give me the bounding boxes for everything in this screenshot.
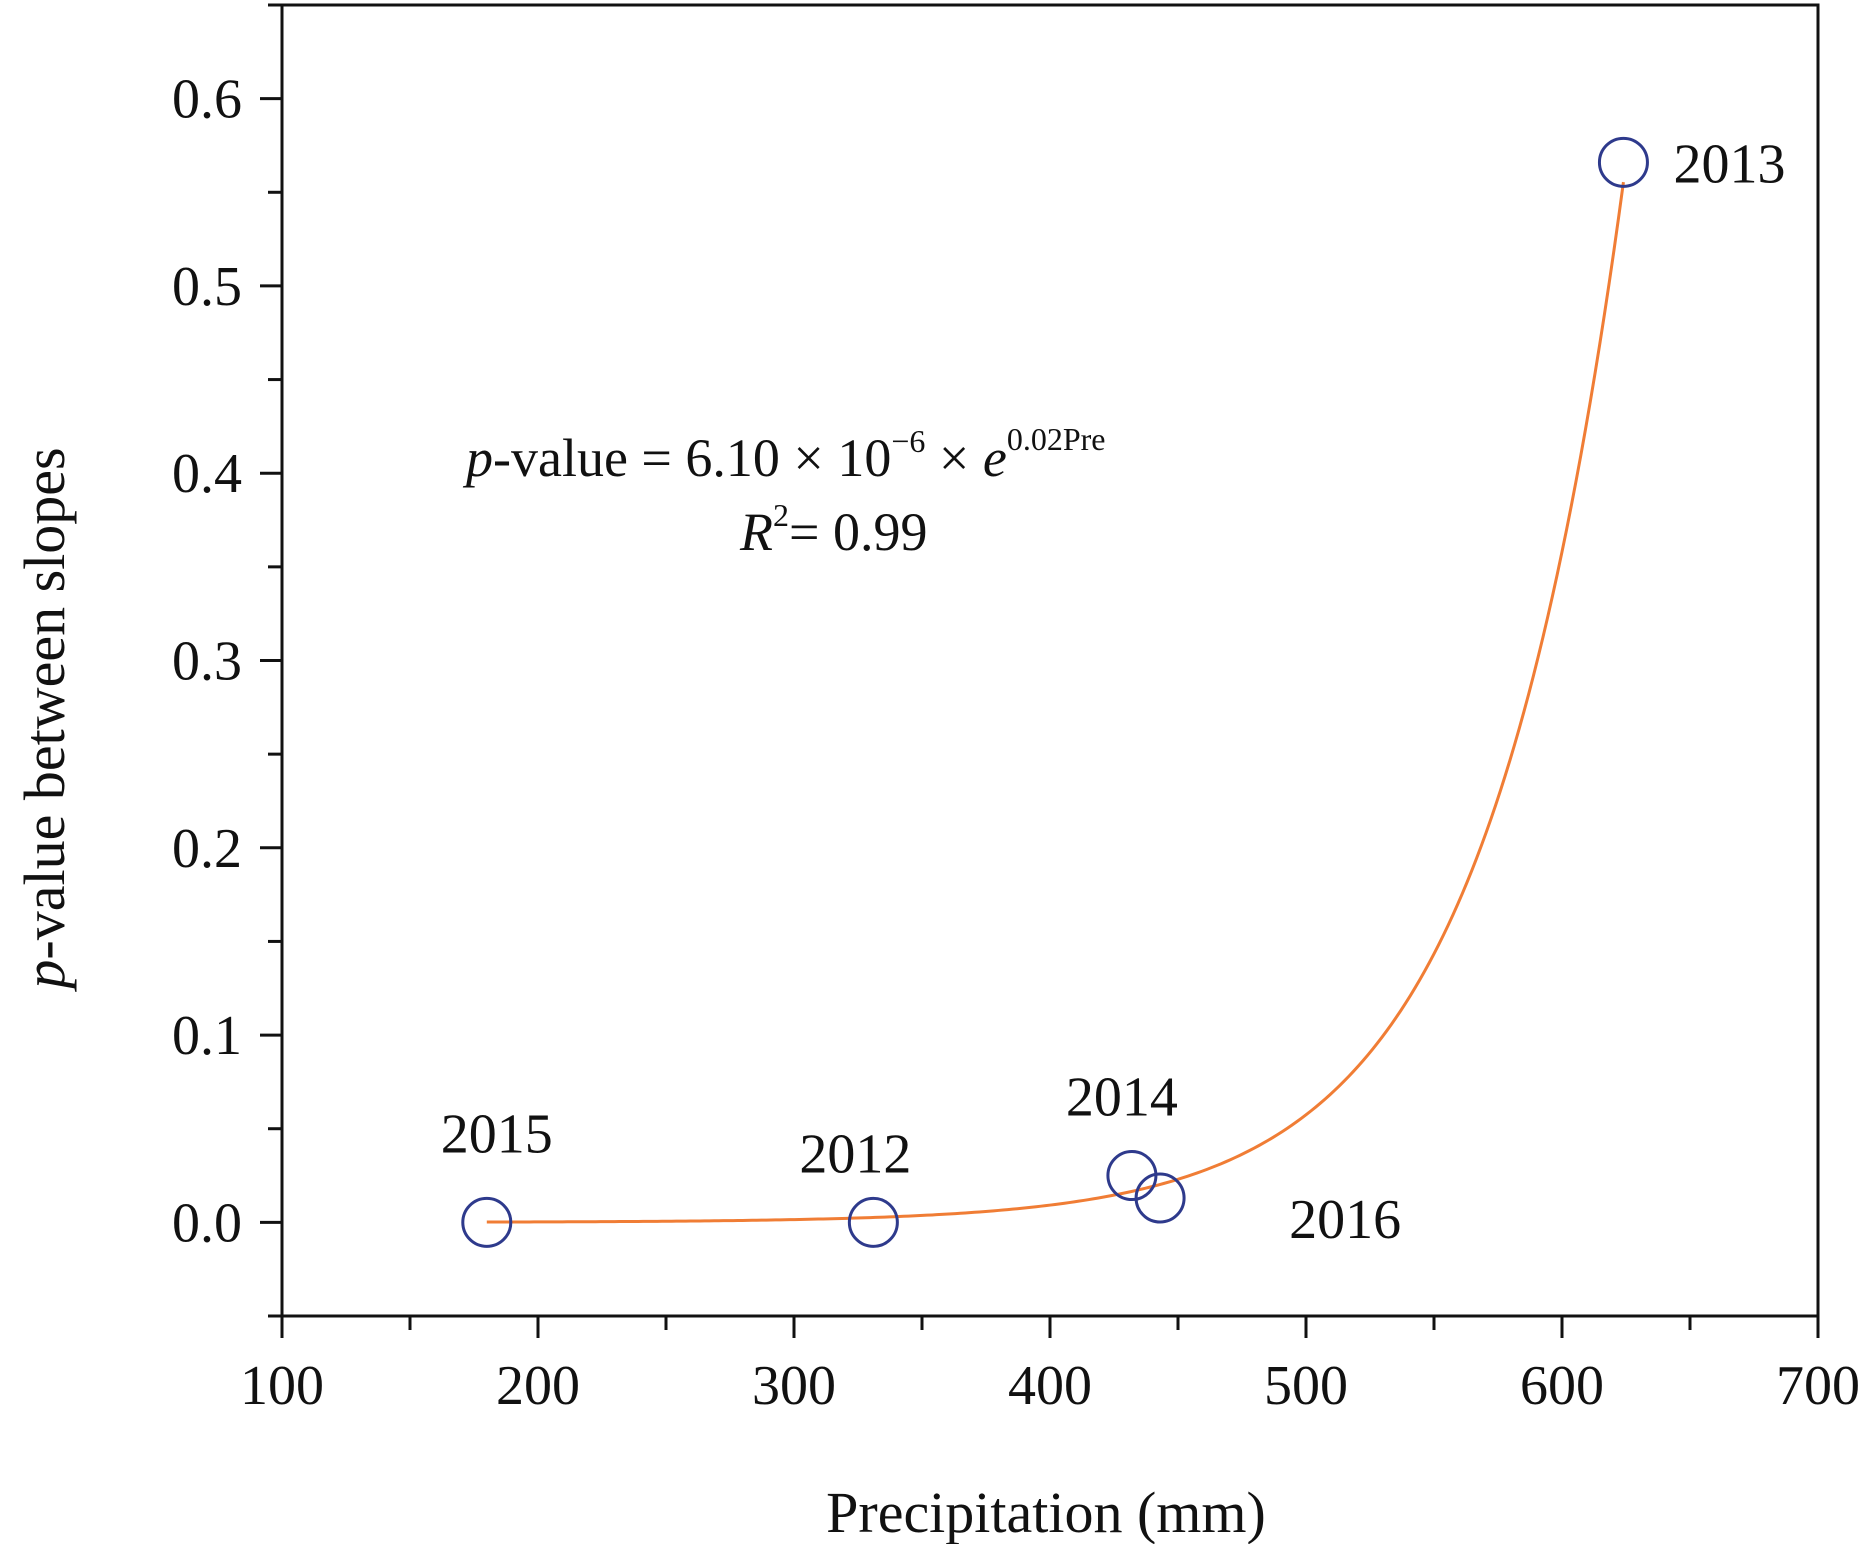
point-label-2013: 2013 bbox=[1673, 133, 1785, 195]
x-tick-label: 100 bbox=[240, 1355, 324, 1417]
x-tick-label: 700 bbox=[1776, 1355, 1860, 1417]
r-squared: R2= 0.99 bbox=[739, 497, 927, 562]
y-axis-ticks: 0.0 0.1 0.2 0.3 0.4 0.5 0.6 bbox=[172, 3, 282, 1318]
fit-curve bbox=[486, 181, 1625, 1224]
fit-equation-times: × bbox=[925, 428, 982, 488]
point-label-2015: 2015 bbox=[441, 1103, 553, 1165]
fit-equation-exponent: −6 bbox=[891, 423, 925, 459]
fit-equation-e: e bbox=[983, 428, 1007, 488]
fit-curve-layer bbox=[486, 181, 1625, 1224]
y-axis-title-rest: -value between slopes bbox=[12, 447, 77, 959]
fit-equation-main: -value = 6.10 × 10 bbox=[493, 428, 891, 488]
x-axis-title: Precipitation (mm) bbox=[826, 1480, 1266, 1544]
point-labels-layer: 2015 2012 2014 2016 2013 bbox=[441, 133, 1786, 1251]
point-label-2014: 2014 bbox=[1066, 1067, 1178, 1129]
x-axis-ticks: 100 200 300 400 500 600 700 bbox=[240, 1316, 1860, 1417]
x-tick-label: 600 bbox=[1520, 1355, 1604, 1417]
data-points-layer bbox=[461, 136, 1649, 1248]
r-squared-r: R bbox=[739, 502, 773, 562]
x-tick-label: 400 bbox=[1008, 1355, 1092, 1417]
fit-equation-e-exponent: 0.02Pre bbox=[1007, 421, 1106, 457]
fit-equation-p: p bbox=[462, 428, 493, 488]
y-tick-label: 0.4 bbox=[172, 443, 242, 505]
y-tick-label: 0.2 bbox=[172, 818, 242, 880]
data-point-2016 bbox=[1134, 1172, 1186, 1224]
fit-equation: p-value = 6.10 × 10−6 × e0.02Pre bbox=[462, 421, 1105, 488]
y-axis-title: p-value between slopes bbox=[12, 447, 77, 992]
point-label-2012: 2012 bbox=[799, 1123, 911, 1185]
y-axis-title-p: p bbox=[12, 960, 77, 993]
x-tick-label: 200 bbox=[496, 1355, 580, 1417]
r-squared-sup: 2 bbox=[773, 497, 789, 533]
r-squared-value: = 0.99 bbox=[789, 502, 927, 562]
y-tick-label: 0.5 bbox=[172, 256, 242, 318]
x-tick-label: 300 bbox=[752, 1355, 836, 1417]
y-tick-label: 0.6 bbox=[172, 69, 242, 131]
data-point-2012 bbox=[847, 1196, 899, 1248]
point-label-2016: 2016 bbox=[1289, 1189, 1401, 1251]
data-point-2015 bbox=[461, 1196, 513, 1248]
y-tick-label: 0.0 bbox=[172, 1192, 242, 1254]
y-tick-label: 0.1 bbox=[172, 1005, 242, 1067]
x-tick-label: 500 bbox=[1264, 1355, 1348, 1417]
y-tick-label: 0.3 bbox=[172, 631, 242, 693]
data-point-2013 bbox=[1597, 136, 1649, 188]
